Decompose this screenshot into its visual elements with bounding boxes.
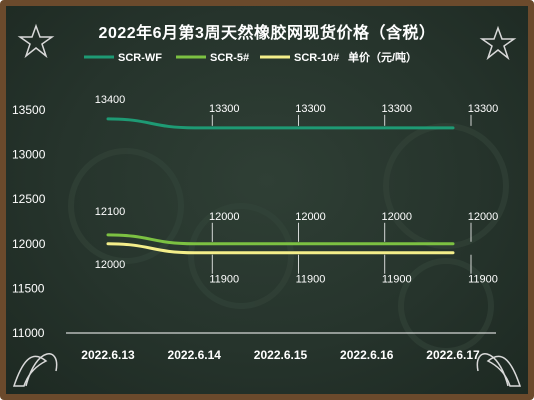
flower-icon-bottom-right	[476, 353, 522, 387]
y-tick-label: 13500	[12, 103, 46, 117]
data-labels: 13400 13300 13300 13300 13300 12100 12000 12000…	[95, 94, 499, 286]
flower-icon-bottom-left	[12, 353, 58, 387]
series-line-scr-wf	[106, 117, 455, 130]
x-tick-label: 2022.6.17	[426, 348, 480, 362]
y-tick-label: 13000	[12, 148, 46, 162]
x-tick-label: 2022.6.14	[168, 348, 222, 362]
x-tick-label: 2022.6.15	[254, 348, 308, 362]
data-label: 12000	[468, 211, 499, 223]
data-label: 11900	[209, 274, 239, 286]
data-label: 12000	[381, 211, 412, 223]
watermark-logos	[68, 123, 509, 354]
y-tick-label: 12000	[12, 237, 46, 251]
series-line-scr-10	[106, 242, 455, 255]
legend-label-scr-wf: SCR-WF	[118, 52, 162, 64]
chart-board: 2022年6月第3周天然橡胶网现货价格（含税） SCR-WF SCR-5# SC…	[6, 6, 528, 394]
star-icon-top-left	[17, 23, 55, 59]
series-lines	[106, 117, 455, 255]
data-label: 11900	[382, 274, 412, 286]
data-label: 12000	[95, 259, 126, 271]
x-axis-ticks: 2022.6.13 2022.6.14 2022.6.15 2022.6.16 2022…	[81, 348, 480, 362]
chart-title: 2022年6月第3周天然橡胶网现货价格（含税）	[99, 23, 436, 42]
data-label: 12000	[209, 211, 240, 223]
data-label: 12000	[295, 211, 326, 223]
legend-label-scr-10: SCR-10#	[294, 52, 339, 64]
unit-label: 单价（元/吨）	[348, 50, 417, 64]
y-tick-label: 11000	[12, 326, 45, 340]
star-icon-top-right	[479, 25, 517, 61]
x-tick-label: 2022.6.13	[81, 348, 135, 362]
data-label: 13300	[381, 103, 412, 115]
data-label: 13300	[209, 103, 240, 115]
y-tick-label: 12500	[12, 192, 46, 206]
price-line-chart: 2022年6月第3周天然橡胶网现货价格（含税） SCR-WF SCR-5# SC…	[12, 23, 522, 387]
data-label: 11900	[296, 274, 326, 286]
data-label: 13400	[95, 94, 126, 106]
y-tick-label: 11500	[12, 281, 45, 295]
data-label: 11900	[468, 274, 498, 286]
x-tick-label: 2022.6.16	[340, 348, 394, 362]
chart-legend: SCR-WF SCR-5# SCR-10# 单价（元/吨）	[84, 50, 417, 64]
data-label: 13300	[468, 103, 499, 115]
series-line-scr-5	[106, 233, 455, 246]
data-label: 13300	[295, 103, 326, 115]
legend-label-scr-5: SCR-5#	[210, 52, 249, 64]
y-axis-ticks: 11000 11500 12000 12500 13000 13500	[12, 103, 46, 340]
data-label: 12100	[95, 206, 126, 218]
